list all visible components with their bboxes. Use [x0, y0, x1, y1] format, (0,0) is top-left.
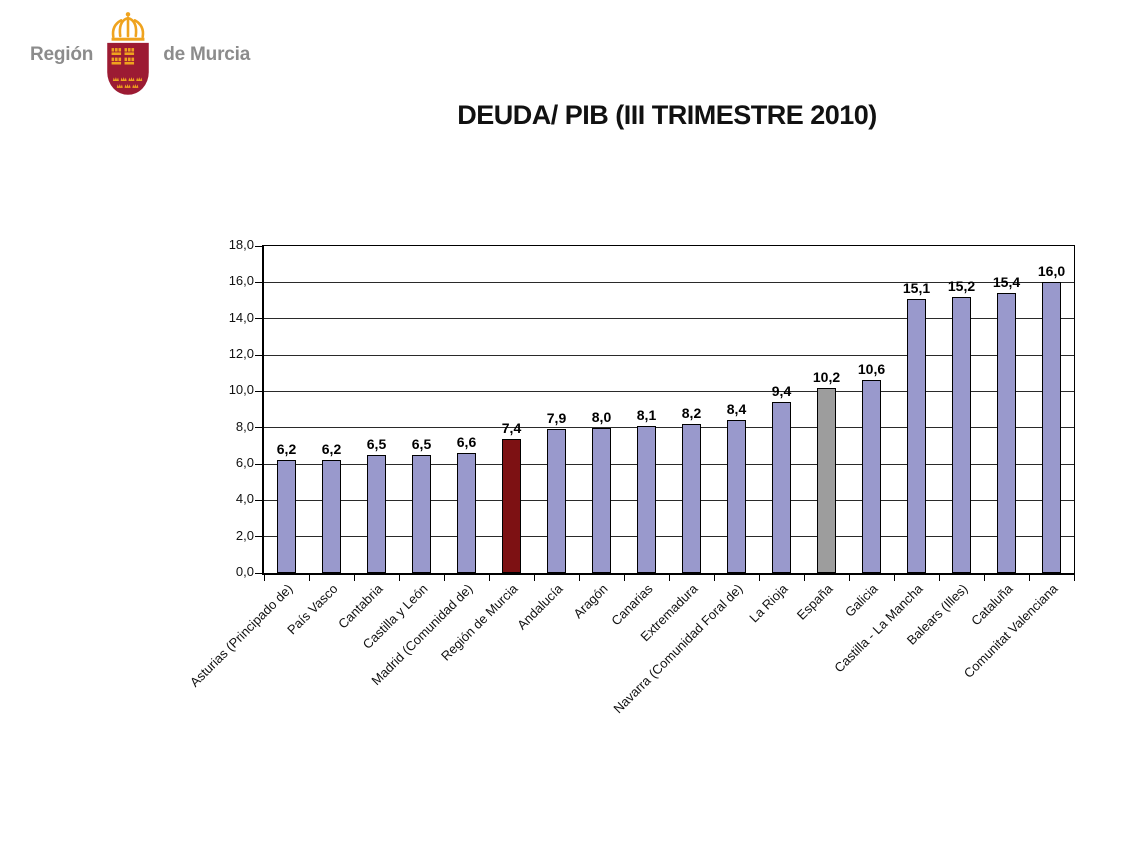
- gridline: [264, 281, 1074, 283]
- x-axis-tick: [443, 575, 445, 581]
- x-axis-tick: [668, 575, 670, 581]
- y-axis-tick-label: 16,0: [228, 273, 254, 289]
- x-axis-tick: [713, 575, 715, 581]
- y-axis-tick-labels: 0,0 2,0 4,0 6,0 8,0 10,0 12,0 14,0 16,0 18,0: [150, 237, 254, 579]
- bar-value-label: 8,0: [591, 408, 612, 425]
- bar-7: [592, 427, 611, 573]
- bar-value-label: 6,2: [276, 441, 297, 458]
- y-axis-tick-label: 4,0: [235, 491, 254, 507]
- x-axis-tick: [488, 575, 490, 581]
- x-axis-tick: [758, 575, 760, 581]
- bar-9: [682, 424, 701, 573]
- logo-text-de-murcia: de Murcia: [163, 44, 251, 65]
- x-axis-category-label: Comunitat Valenciana: [810, 581, 1060, 681]
- x-axis-tick: [578, 575, 580, 581]
- x-axis-tick: [938, 575, 940, 581]
- y-axis-tick-label: 2,0: [235, 527, 254, 543]
- bar-value-label: 6,2: [321, 441, 342, 458]
- bar-1: [322, 460, 341, 573]
- x-axis-tick: [1028, 575, 1030, 581]
- y-axis-tick: [255, 281, 262, 283]
- bar-value-label: 15,2: [947, 277, 976, 294]
- bar-3: [412, 454, 431, 573]
- y-axis-tick-label: 10,0: [228, 382, 254, 398]
- x-axis-tick: [1073, 575, 1075, 581]
- x-axis-tick: [848, 575, 850, 581]
- bar-5: [502, 438, 521, 573]
- x-axis-tick: [263, 575, 265, 581]
- bar-16: [997, 293, 1016, 573]
- x-axis-tick: [533, 575, 535, 581]
- bar-value-label: 16,0: [1037, 263, 1066, 280]
- gridline: [264, 318, 1074, 320]
- bar-value-label: 15,1: [902, 279, 931, 296]
- gridline: [264, 536, 1074, 538]
- bar-value-label: 7,4: [501, 419, 522, 436]
- x-axis-tick: [803, 575, 805, 581]
- bar-12: [817, 387, 836, 573]
- bar-4: [457, 453, 476, 573]
- bar-value-label: 7,9: [546, 410, 567, 427]
- bar-value-label: 8,2: [681, 405, 702, 422]
- bar-value-label: 9,4: [771, 383, 792, 400]
- y-axis-tick-label: 14,0: [228, 309, 254, 325]
- bar-value-label: 10,6: [857, 361, 886, 378]
- y-axis-tick: [255, 318, 262, 320]
- bar-value-label: 6,5: [411, 435, 432, 452]
- bar-value-label: 6,5: [366, 435, 387, 452]
- y-axis-tick-label: 6,0: [235, 455, 254, 470]
- x-axis-tick: [353, 575, 355, 581]
- y-axis-tick: [255, 354, 262, 356]
- bar-value-label: 6,6: [456, 434, 477, 451]
- bar-8: [637, 425, 656, 573]
- y-axis-tick: [255, 427, 262, 429]
- y-axis-tick-label: 0,0: [235, 564, 254, 579]
- bar-value-label: 8,1: [636, 406, 657, 423]
- x-axis-tick: [398, 575, 400, 581]
- chart-title: DEUDA/ PIB (III TRIMESTRE 2010): [457, 100, 877, 130]
- y-axis-tick: [255, 390, 262, 392]
- gridline: [264, 427, 1074, 429]
- bar-15: [952, 296, 971, 573]
- gridline: [264, 354, 1074, 356]
- y-axis-tick: [255, 245, 262, 247]
- bar-value-label: 10,2: [812, 368, 841, 385]
- gridline: [264, 499, 1074, 501]
- y-axis-tick-label: 8,0: [235, 418, 254, 434]
- x-axis-tick: [893, 575, 895, 581]
- bar-10: [727, 420, 746, 573]
- gridline: [264, 390, 1074, 392]
- x-axis-category-labels: Asturias (Principado de) País Vasco Cantab…: [186, 581, 1072, 751]
- murcia-shield-icon: [102, 10, 154, 100]
- bar-0: [277, 460, 296, 573]
- y-axis-tick-label: 12,0: [228, 346, 254, 361]
- bar-17: [1042, 282, 1061, 573]
- bar-13: [862, 380, 881, 573]
- bar-value-label: 15,4: [992, 274, 1021, 291]
- region-murcia-logo: Región: [30, 10, 250, 100]
- bar-11: [772, 402, 791, 573]
- x-axis-tick: [983, 575, 985, 581]
- bar-14: [907, 298, 926, 573]
- x-axis-tick: [308, 575, 310, 581]
- y-axis-tick: [255, 572, 262, 574]
- x-axis-tick: [623, 575, 625, 581]
- logo-text-region: Región: [30, 44, 94, 65]
- gridline: [264, 463, 1074, 465]
- y-axis-tick: [255, 463, 262, 465]
- bar-2: [367, 454, 386, 573]
- bar-value-label: 8,4: [726, 401, 747, 418]
- bar-chart-plot-area: 6,2 6,2 6,5 6,5 6,6 7,4 7,9 8,0 8,1 8,2 8,4 9,4 10,2…: [255, 245, 1075, 581]
- bar-6: [547, 429, 566, 573]
- y-axis-tick: [255, 499, 262, 501]
- y-axis-tick-label: 18,0: [228, 237, 254, 252]
- y-axis-tick: [255, 536, 262, 538]
